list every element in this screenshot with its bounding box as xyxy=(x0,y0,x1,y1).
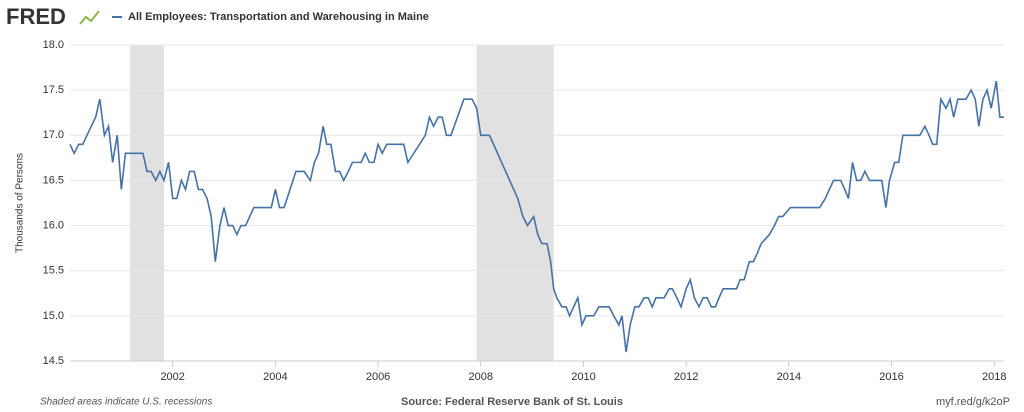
logo-icon xyxy=(79,10,100,25)
y-tick-label: 14.5 xyxy=(43,355,64,367)
short-link: myf.red/g/k2oP xyxy=(936,396,1010,408)
x-tick-label: 2012 xyxy=(674,371,698,383)
x-tick-label: 2006 xyxy=(366,371,390,383)
y-axis-label: Thousands of Persons xyxy=(15,153,26,253)
y-tick-label: 15.0 xyxy=(43,310,64,322)
x-tick-label: 2004 xyxy=(263,371,287,383)
x-tick-label: 2016 xyxy=(879,371,903,383)
recession-note: Shaded areas indicate U.S. recessions xyxy=(40,397,212,408)
y-tick-label: 17.5 xyxy=(43,84,64,96)
y-tick-label: 17.0 xyxy=(43,129,64,141)
y-tick-label: 16.5 xyxy=(43,174,64,186)
y-tick-label: 18.0 xyxy=(43,39,64,51)
x-tick-label: 2008 xyxy=(469,371,493,383)
series-line xyxy=(69,80,1004,353)
y-tick-label: 15.5 xyxy=(43,265,64,277)
y-tick-label: 16.0 xyxy=(43,219,64,231)
x-tick-label: 2014 xyxy=(777,371,801,383)
source: Source: Federal Reserve Bank of St. Loui… xyxy=(401,396,623,408)
recession-band xyxy=(130,45,164,361)
x-tick-label: 2018 xyxy=(982,371,1006,383)
legend-label: All Employees: Transportation and Wareho… xyxy=(128,11,429,23)
x-tick-label: 2010 xyxy=(571,371,595,383)
logo: FRED xyxy=(6,4,66,29)
x-tick-label: 2002 xyxy=(160,371,184,383)
recession-band xyxy=(476,45,554,361)
